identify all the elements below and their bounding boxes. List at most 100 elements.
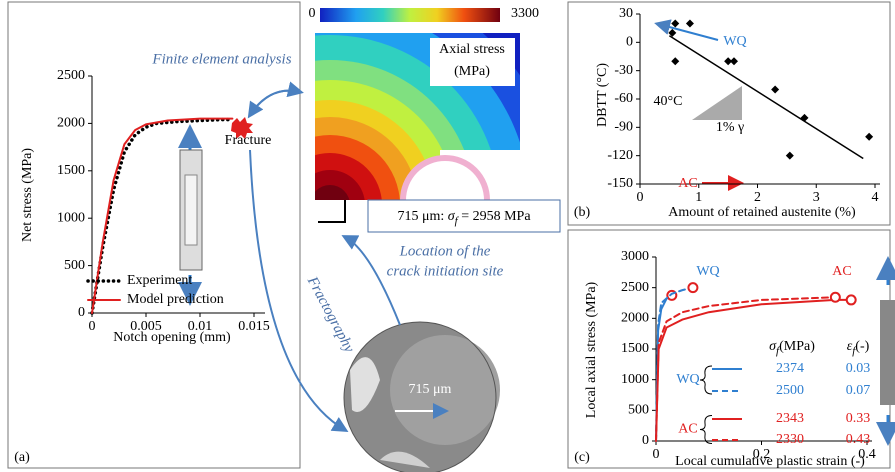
table-header: σf(MPa): [769, 339, 815, 356]
legend-label: Experiment: [127, 273, 192, 288]
point: [785, 151, 794, 160]
fracture-marker: [687, 282, 699, 294]
x-tick-label: 3: [813, 190, 820, 205]
table-header: εf(-): [847, 339, 870, 356]
series-line: [90, 117, 235, 315]
wq-arrow: [654, 19, 719, 41]
fracture-marker: [845, 294, 857, 306]
y-tick-label: 1500: [57, 163, 85, 178]
specimen-c: [876, 256, 895, 446]
y-tick-label: 500: [628, 403, 649, 418]
panel-label: (a): [14, 450, 30, 465]
x-tick-label: 0.015: [238, 319, 270, 334]
x-tick-label: 0.4: [858, 447, 876, 462]
y-axis-label: Local axial stress (MPa): [584, 281, 599, 418]
flow-label: Finite element analysis: [151, 51, 291, 67]
fe-label-box: [430, 38, 515, 86]
y-tick-label: 30: [619, 6, 633, 21]
y-axis-label: DBTT (°C): [595, 63, 610, 127]
point: [671, 19, 680, 28]
fracture-marker: [829, 291, 841, 303]
header-unit: (-): [855, 339, 869, 354]
panel-b-frame: [567, 1, 891, 226]
flow-arrow: [341, 235, 401, 326]
table-stress: 2500: [776, 383, 804, 398]
y-tick-label: -120: [607, 148, 633, 163]
annotation: Fracture: [225, 133, 272, 148]
series-line: [91, 117, 234, 314]
trendline: [668, 35, 864, 160]
annotation: AC: [678, 176, 697, 191]
y-tick-label: 3000: [621, 249, 649, 264]
colorbar: [320, 8, 500, 22]
flow-arrow: [249, 149, 349, 433]
table-strain: 0.07: [846, 383, 871, 398]
table-strain: 0.03: [846, 361, 871, 376]
brace: [699, 415, 713, 444]
result-text: 715 μm: σf = 2958 MPa: [397, 209, 531, 226]
point: [724, 57, 733, 66]
y-tick-label: 2500: [621, 280, 649, 295]
colorbar-min: 0: [309, 6, 316, 21]
location-marker: [318, 200, 346, 223]
panel-label: (c): [574, 450, 590, 465]
annotation: 1% γ: [716, 120, 744, 135]
header-sub: f: [852, 345, 857, 357]
y-tick-label: -90: [614, 120, 633, 135]
y-tick-label: 1000: [57, 210, 85, 225]
table-stress: 2374: [776, 361, 804, 376]
x-tick-label: 4: [872, 190, 879, 205]
x-axis-label: Local cumulative plastic strain (-): [675, 454, 865, 469]
flow-label: Fractography: [303, 273, 357, 355]
y-tick-label: 1000: [621, 372, 649, 387]
table-strain: 0.33: [846, 411, 871, 426]
flow-label: Location of the: [399, 243, 491, 259]
fe-contour: [315, 33, 520, 200]
y-tick-label: 0: [626, 35, 633, 50]
series-line: [655, 298, 853, 442]
header-unit: (MPa): [779, 339, 815, 354]
header-symbol: ε: [847, 339, 853, 354]
x-tick-label: 0.005: [130, 319, 162, 334]
y-tick-label: 500: [64, 258, 85, 273]
point: [730, 57, 738, 66]
y-tick-label: 2000: [621, 311, 649, 326]
x-tick-label: 0: [89, 319, 96, 334]
x-axis-label: Amount of retained austenite (%): [668, 205, 856, 220]
y-tick-label: 0: [642, 433, 649, 448]
y-axis-label: Net stress (MPa): [20, 148, 35, 242]
series-line: [655, 296, 837, 442]
group-label: AC: [678, 422, 697, 437]
x-axis-label: Notch opening (mm): [113, 330, 231, 345]
point: [865, 132, 874, 141]
y-tick-label: 2500: [57, 68, 85, 83]
result-box: [367, 199, 561, 233]
point: [671, 57, 680, 66]
header-symbol: σ: [769, 339, 777, 354]
flow-label: crack initiation site: [387, 263, 504, 279]
series-line: [655, 286, 694, 442]
x-tick-label: 0.2: [753, 447, 771, 462]
point: [685, 19, 694, 28]
specimen: [178, 124, 203, 306]
point: [668, 28, 677, 37]
flow-arrow: [247, 89, 301, 119]
panel-label: (b): [574, 205, 591, 220]
y-tick-label: 1500: [621, 341, 649, 356]
fracto-scale: 715 μm: [409, 382, 452, 397]
table-stress: 2343: [776, 411, 804, 426]
legend-label: Model prediction: [127, 292, 224, 307]
panel-a-frame: [7, 1, 301, 469]
y-tick-label: 0: [78, 305, 85, 320]
table-strain: 0.43: [846, 432, 871, 447]
flow-arrow: [249, 81, 304, 116]
fractograph: [343, 321, 500, 472]
annotation: WQ: [696, 264, 719, 279]
annotation: AC: [832, 264, 851, 279]
y-tick-label: -30: [614, 63, 633, 78]
annotation: WQ: [723, 34, 746, 49]
fracture-star: [231, 117, 253, 139]
annotation: 40°C: [654, 94, 683, 109]
y-tick-label: 2000: [57, 116, 85, 131]
